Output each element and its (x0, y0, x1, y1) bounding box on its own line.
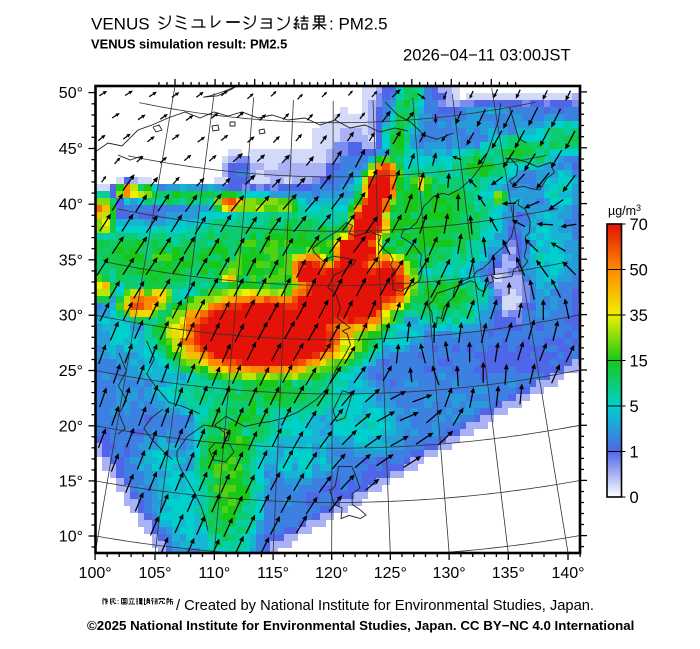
svg-text:15: 15 (630, 353, 648, 371)
svg-text:2026−04−11 03:00JST: 2026−04−11 03:00JST (403, 46, 571, 65)
svg-text:10°: 10° (59, 529, 83, 546)
svg-text:120°: 120° (315, 565, 348, 582)
svg-text:50: 50 (630, 262, 648, 280)
svg-text:50°: 50° (59, 85, 83, 102)
svg-text:130°: 130° (433, 565, 466, 582)
svg-text:100°: 100° (79, 565, 112, 582)
svg-text:5: 5 (630, 398, 639, 416)
svg-text:110°: 110° (198, 565, 230, 582)
svg-text:20°: 20° (59, 418, 83, 435)
svg-text:: PM2.5: : PM2.5 (329, 15, 388, 34)
svg-text:30°: 30° (59, 308, 83, 325)
svg-text:µg/m3: µg/m3 (608, 203, 641, 218)
svg-text:135°: 135° (492, 565, 525, 582)
svg-text:45°: 45° (59, 141, 83, 158)
svg-text:35: 35 (630, 307, 648, 325)
svg-text:VENUS simulation result: PM2.5: VENUS simulation result: PM2.5 (91, 37, 287, 52)
svg-text:1: 1 (630, 444, 639, 462)
svg-text:25°: 25° (59, 363, 83, 380)
svg-text:105°: 105° (138, 565, 171, 582)
svg-text:70: 70 (630, 216, 648, 234)
svg-text:125°: 125° (374, 565, 407, 582)
svg-text:©2025 National Institute for E: ©2025 National Institute for Environment… (87, 618, 634, 633)
svg-text:140°: 140° (551, 565, 584, 582)
svg-text:115°: 115° (257, 565, 289, 582)
svg-text:0: 0 (630, 489, 639, 507)
svg-text:35°: 35° (59, 252, 83, 269)
svg-text:15°: 15° (59, 473, 83, 490)
svg-text:/ Created by National Institut: / Created by National Institute for Envi… (176, 598, 594, 614)
svg-text:VENUS: VENUS (91, 15, 150, 34)
svg-text:40°: 40° (59, 197, 83, 214)
